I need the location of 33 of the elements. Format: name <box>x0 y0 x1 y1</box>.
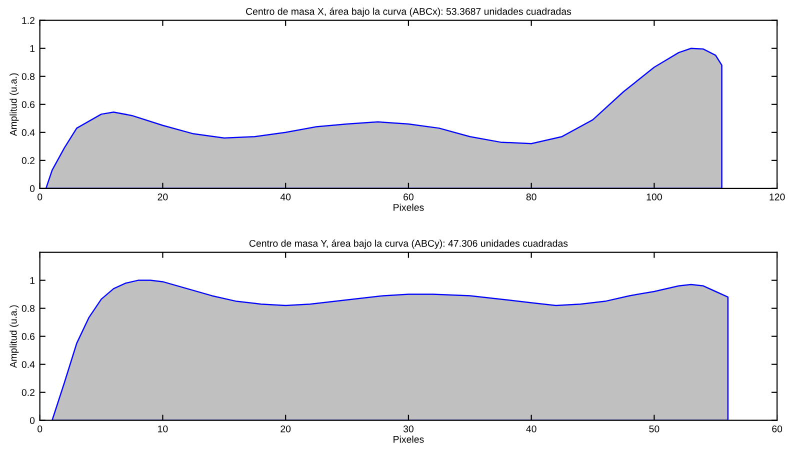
x-tick-label: 10 <box>158 425 168 432</box>
y-tick-label: 1 <box>30 277 35 284</box>
y-tick-label: 0 <box>30 417 35 424</box>
x-tick-label: 20 <box>158 194 168 200</box>
chart-title: Centro de masa X, área bajo la curva (ABCx): 53.3687 unidades cuadradas <box>246 8 572 17</box>
x-tick-label: 0 <box>38 425 42 432</box>
x-tick-label: 40 <box>280 194 291 200</box>
x-tick-label: 40 <box>526 425 536 432</box>
y-axis-title: Amplitud (u.a.) <box>10 305 19 368</box>
x-tick-label: 60 <box>404 194 414 200</box>
x-tick-label: 100 <box>646 194 662 200</box>
y-tick-label: 1.2 <box>22 17 34 24</box>
y-tick-label: 0.8 <box>22 305 35 312</box>
x-tick-label: 80 <box>526 194 536 200</box>
x-axis-title: Pixeles <box>394 436 424 443</box>
y-tick-label: 0.8 <box>22 73 35 80</box>
x-tick-label: 20 <box>280 425 291 432</box>
y-tick-label: 0.4 <box>22 129 35 136</box>
x-tick-label: 120 <box>770 194 785 200</box>
y-tick-label: 0 <box>30 185 35 192</box>
x-tick-label: 30 <box>403 425 414 432</box>
y-tick-label: 1 <box>30 45 35 52</box>
x-tick-label: 60 <box>772 425 782 432</box>
x-tick-label: 0 <box>38 194 42 200</box>
y-tick-label: 0.2 <box>22 157 34 164</box>
x-tick-label: 50 <box>649 425 660 432</box>
x-axis-title: Pixeles <box>394 204 424 211</box>
y-tick-label: 0.2 <box>22 389 34 396</box>
y-tick-label: 0.6 <box>22 333 35 340</box>
y-axis-title: Amplitud (u.a.) <box>10 73 19 136</box>
y-tick-label: 0.6 <box>22 101 35 108</box>
y-tick-label: 0.4 <box>22 361 35 368</box>
chart-title: Centro de masa Y, área bajo la curva (ABCy): 47.306 unidades cuadradas <box>249 240 568 249</box>
